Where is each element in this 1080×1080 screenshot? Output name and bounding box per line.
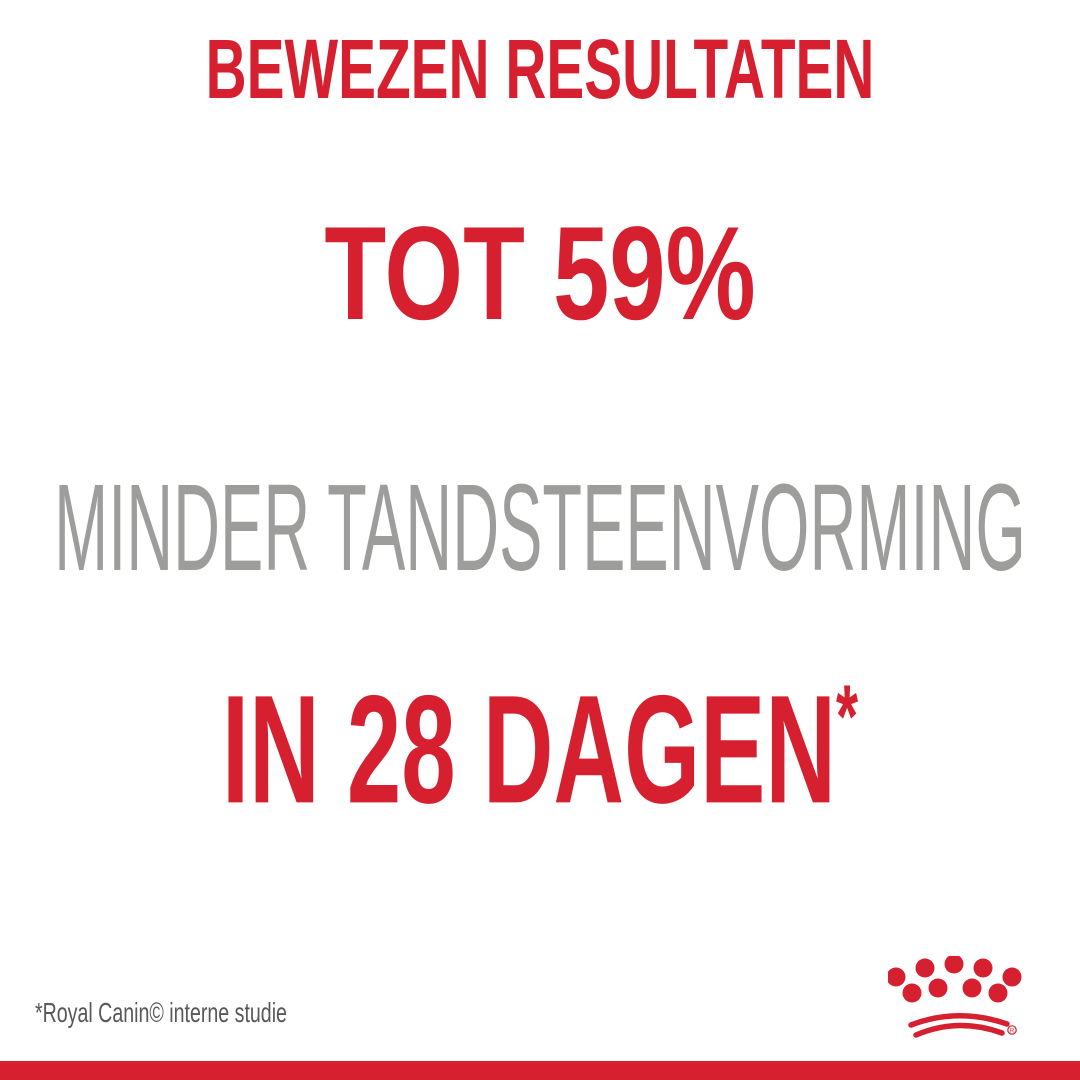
red-footer-bar xyxy=(0,1061,1080,1080)
claim-minder-tandsteenvorming: MINDER TANDSTEENVORMING xyxy=(54,460,1026,597)
svg-text:R: R xyxy=(1010,1028,1015,1034)
asterisk-superscript: * xyxy=(835,666,859,766)
crown-dots xyxy=(888,956,1022,1003)
crown-arcs xyxy=(908,1013,1010,1038)
footnote-study-reference: *Royal Canin© interne studie xyxy=(35,997,287,1028)
duration-in-28-dagen: IN 28 DAGEN* xyxy=(222,671,858,826)
stat-tot-59-percent: TOT 59% xyxy=(324,200,756,348)
duration-text: IN 28 DAGEN xyxy=(221,663,836,836)
royal-canin-crown-icon: R xyxy=(888,956,1022,1038)
registered-trademark-icon: R xyxy=(1007,1025,1017,1035)
headline-bewezen-resultaten: BEWEZEN RESULTATEN xyxy=(205,22,875,116)
